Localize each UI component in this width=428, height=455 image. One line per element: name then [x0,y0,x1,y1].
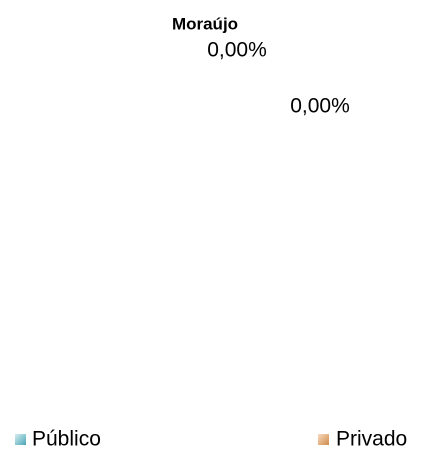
legend-label: Público [32,428,101,450]
legend-swatch [318,434,329,445]
data-label: 0,00% [290,95,350,118]
data-label: 0,00% [207,39,267,62]
legend-swatch [15,434,26,445]
chart-title: Moraújo [172,14,238,33]
legend-label: Privado [336,428,407,450]
